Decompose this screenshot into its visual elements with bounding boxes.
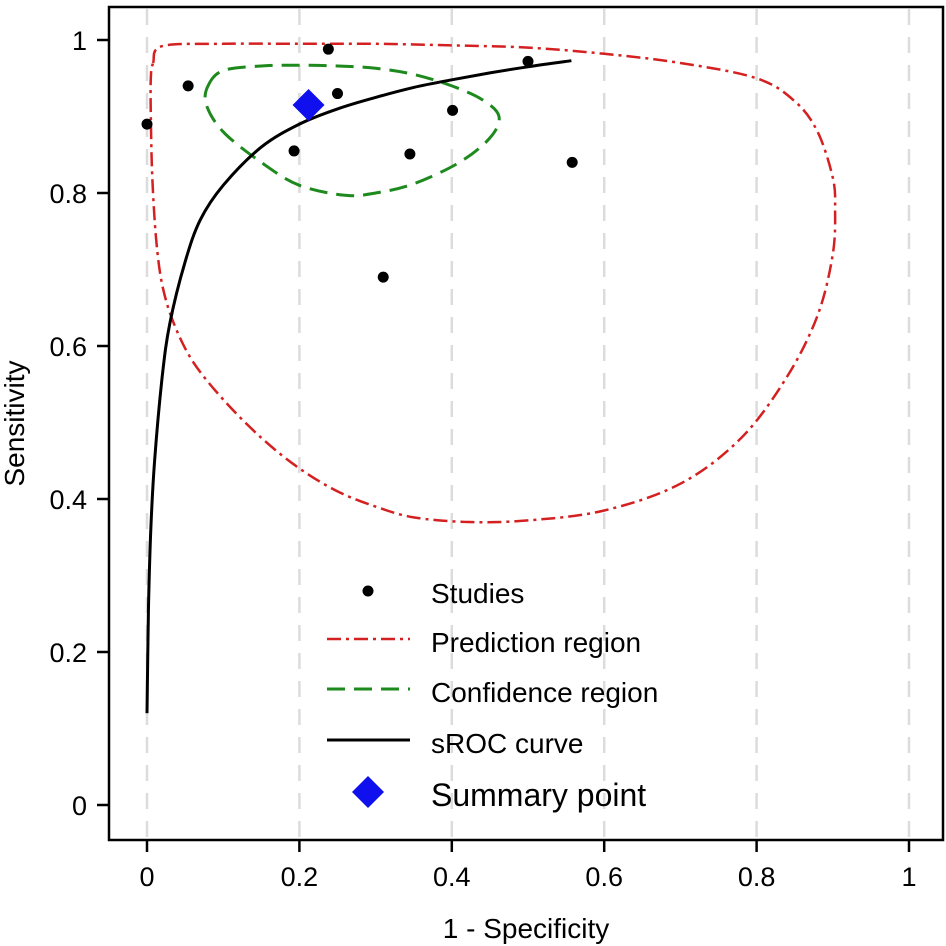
- x-axis-ticks: 0 0.2 0.4 0.6 0.8 1: [139, 840, 917, 892]
- y-tick-label: 0.6: [49, 332, 87, 362]
- study-point: [377, 271, 389, 283]
- x-tick-label: 0.4: [433, 862, 471, 892]
- x-tick-label: 0.8: [738, 862, 776, 892]
- study-point: [522, 55, 534, 67]
- confidence-region: [203, 63, 501, 198]
- study-point: [141, 118, 153, 130]
- study-point: [322, 43, 334, 55]
- y-tick-label: 0: [72, 791, 87, 821]
- legend: Studies Prediction region Confidence regio…: [327, 578, 658, 813]
- x-tick-label: 0.2: [281, 862, 319, 892]
- legend-label-prediction: Prediction region: [431, 627, 641, 658]
- grid-lines: [145, 9, 911, 838]
- x-axis-title: 1 - Specificity: [443, 913, 610, 944]
- summary-layer: [292, 89, 325, 122]
- study-point: [404, 148, 416, 160]
- study-point: [566, 156, 578, 168]
- x-tick-label: 0.6: [585, 862, 623, 892]
- y-tick-label: 0.4: [49, 485, 87, 515]
- x-tick-label: 1: [901, 862, 916, 892]
- legend-label-summary: Summary point: [431, 777, 646, 813]
- sroc-curve: [145, 59, 572, 714]
- legend-label-sroc: sROC curve: [431, 728, 583, 759]
- y-axis-title: Sensitivity: [0, 360, 30, 486]
- study-point: [182, 80, 194, 92]
- study-point: [288, 145, 300, 157]
- study-point: [447, 104, 459, 116]
- legend-symbol-studies: [362, 585, 374, 597]
- study-points: [141, 43, 578, 283]
- study-point: [332, 88, 343, 100]
- y-axis-ticks: 0 0.2 0.4 0.6 0.8 1: [49, 26, 109, 821]
- x-tick-label: 0: [139, 862, 154, 892]
- y-tick-label: 0.2: [49, 638, 87, 668]
- sroc-curve-layer: [145, 59, 572, 714]
- prediction-region: [149, 42, 837, 524]
- plot-frame: [107, 5, 945, 842]
- regions-layer: [149, 42, 837, 524]
- legend-label-confidence: Confidence region: [431, 677, 658, 708]
- legend-symbol-summary: [352, 776, 384, 808]
- y-tick-label: 1: [72, 26, 87, 56]
- legend-label-studies: Studies: [431, 578, 524, 609]
- summary-point: [292, 89, 325, 122]
- y-tick-label: 0.8: [49, 179, 87, 209]
